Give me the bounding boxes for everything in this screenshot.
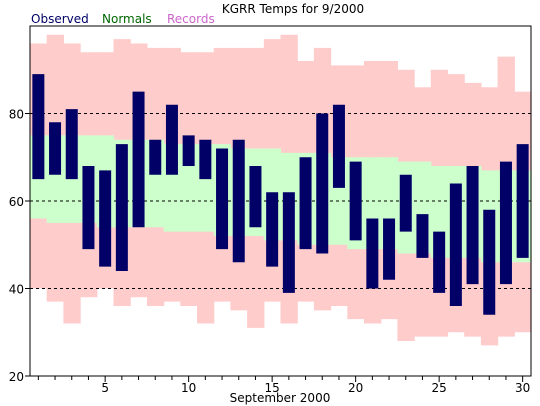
observed-bar-day-6 [115, 144, 128, 272]
chart-title: KGRR Temps for 9/2000 [222, 2, 364, 16]
y-tick-label-20: 20 [9, 370, 24, 384]
observed-bar-day-21 [366, 218, 379, 289]
observed-bar-day-26 [449, 183, 462, 306]
observed-bar-day-25 [433, 231, 446, 293]
legend-records: Records [167, 12, 215, 26]
x-tick-label-5: 5 [101, 381, 109, 395]
legend-normals: Normals [102, 12, 152, 26]
observed-bar-day-28 [483, 209, 496, 315]
observed-bar-day-29 [499, 161, 512, 285]
observed-bar-day-1 [32, 74, 45, 180]
observed-bar-day-3 [65, 109, 78, 180]
y-tick-label-40: 40 [9, 283, 24, 297]
observed-bar-day-24 [416, 214, 429, 258]
observed-bar-day-22 [383, 218, 396, 280]
observed-bar-day-10 [182, 135, 195, 167]
observed-bar-day-8 [149, 139, 162, 175]
observed-bar-day-23 [399, 174, 412, 232]
x-axis-label: September 2000 [230, 391, 331, 405]
observed-bar-day-12 [216, 148, 229, 250]
observed-bar-day-14 [249, 166, 262, 228]
observed-bar-day-17 [299, 157, 312, 250]
observed-bar-day-20 [349, 161, 362, 241]
observed-bar-day-11 [199, 139, 212, 180]
observed-bar-day-2 [49, 122, 62, 175]
observed-bar-day-5 [99, 170, 112, 267]
axis-ticks: 20 40 60 80 5 10 15 20 25 30 [9, 108, 531, 396]
y-tick-label-80: 80 [9, 108, 24, 122]
y-tick-label-60: 60 [9, 195, 24, 209]
x-tick-label-20: 20 [348, 381, 363, 395]
observed-bar-day-16 [282, 192, 295, 293]
observed-bar-day-9 [165, 104, 178, 175]
observed-bar-day-15 [266, 192, 279, 267]
observed-bar-day-4 [82, 166, 95, 250]
observed-bar-day-7 [132, 91, 145, 228]
x-tick-label-10: 10 [181, 381, 196, 395]
observed-bar-day-27 [466, 166, 479, 285]
legend-observed: Observed [31, 12, 89, 26]
x-tick-label-25: 25 [432, 381, 447, 395]
observed-bar-day-19 [332, 104, 345, 188]
x-tick-label-15: 15 [265, 381, 280, 395]
observed-bars-layer [32, 74, 529, 315]
observed-bar-day-13 [232, 139, 245, 263]
x-tick-label-30: 30 [515, 381, 530, 395]
observed-bar-day-18 [316, 113, 329, 254]
observed-bar-day-30 [516, 144, 529, 258]
